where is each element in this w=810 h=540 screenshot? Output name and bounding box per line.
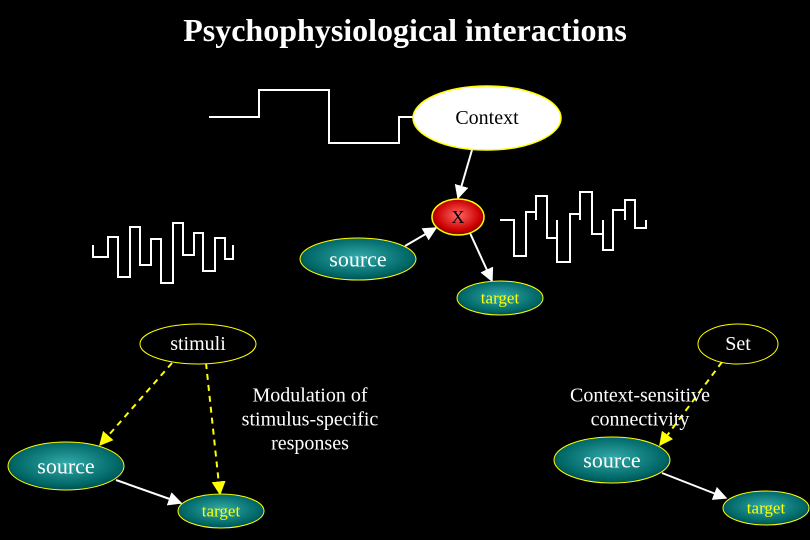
arrow-stimuli-to-tgtbl: [206, 363, 220, 494]
node-label-stimuli: stimuli: [170, 333, 226, 355]
node-label-source_top: source: [329, 247, 386, 272]
node-source_top: [300, 238, 416, 280]
arrow-stimuli-to-srcbl: [100, 363, 172, 445]
arrow-srcbl-to-tgtbl: [116, 480, 181, 503]
node-set: [698, 324, 778, 364]
arrow-source-to-x: [405, 228, 436, 246]
text-connectivity-l0: Context-sensitive: [570, 385, 710, 407]
node-label-target_top: target: [481, 289, 520, 308]
node-label-x_node: X: [452, 207, 465, 227]
text-modulation-l2: responses: [271, 433, 349, 455]
text-modulation-l1: stimulus-specific: [242, 409, 379, 431]
text-connectivity-l1: connectivity: [591, 409, 690, 431]
node-label-source_bl: source: [37, 454, 94, 479]
node-target_bl: [178, 494, 264, 528]
node-label-context: Context: [455, 107, 519, 129]
node-target_top: [457, 281, 543, 315]
page-title: Psychophysiological interactions: [0, 12, 810, 49]
node-label-source_br: source: [583, 448, 640, 473]
node-x_node: [432, 199, 484, 235]
arrow-x-to-target: [470, 233, 492, 281]
waveform-left: [93, 223, 233, 283]
text-modulation-l0: Modulation of: [253, 385, 368, 407]
node-source_br: [554, 437, 670, 483]
arrow-context-to-x: [458, 150, 472, 198]
square-wave: [209, 90, 417, 143]
diagram-svg: Context Xsource target stimuli Set source targ…: [0, 0, 810, 540]
node-label-set: Set: [725, 333, 751, 355]
node-label-target_bl: target: [202, 502, 241, 521]
node-context: [413, 86, 561, 150]
arrow-srcbr-to-tgtbr: [662, 473, 726, 498]
waveform-right: [500, 192, 646, 262]
node-source_bl: [8, 442, 124, 490]
arrow-set-to-srcbr: [660, 362, 722, 445]
node-label-target_br: target: [747, 499, 786, 518]
node-target_br: [723, 491, 809, 525]
node-stimuli: [140, 324, 256, 364]
